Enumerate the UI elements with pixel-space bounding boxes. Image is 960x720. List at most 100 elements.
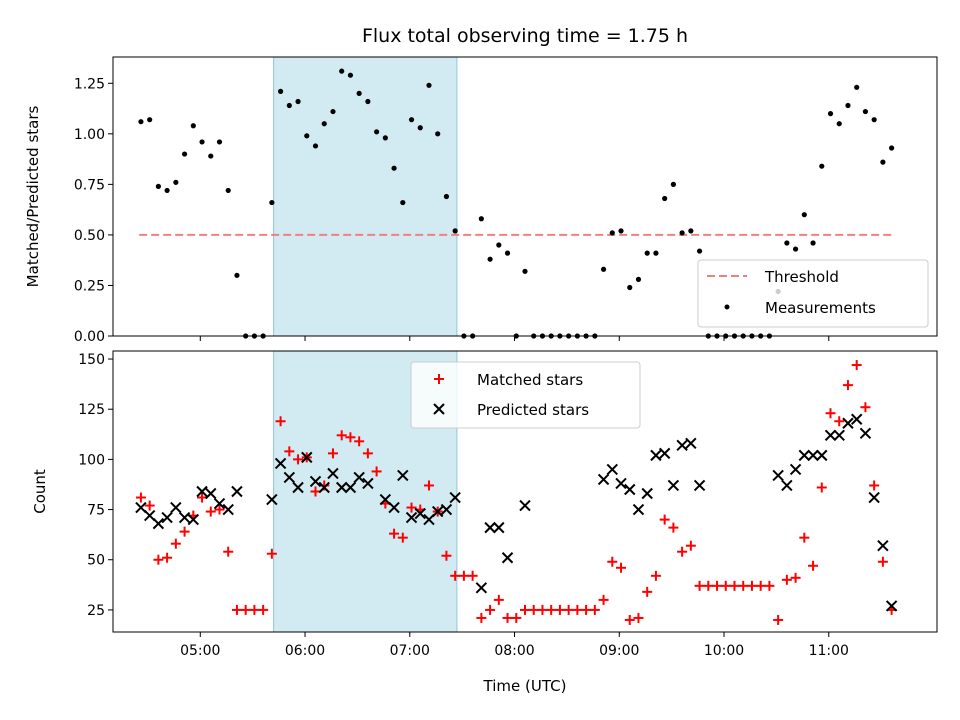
predicted-star-point — [493, 521, 505, 534]
matched-star-point — [755, 580, 766, 591]
predicted-star-point — [615, 477, 627, 490]
matched-star-point — [842, 380, 853, 391]
predicted-star-point — [685, 437, 697, 450]
legend-measurements-swatch — [724, 304, 730, 310]
measurement-point — [670, 181, 676, 187]
matched-star-point — [502, 612, 513, 623]
measurement-point — [391, 165, 397, 171]
matched-star-point — [799, 532, 810, 543]
matched-star-point — [205, 506, 216, 517]
measurement-point — [277, 88, 284, 94]
matched-star-point — [607, 556, 618, 567]
matched-star-point — [563, 604, 574, 615]
matched-star-point — [703, 580, 714, 591]
bottom-y-tick-label: 150 — [78, 352, 105, 368]
matched-star-point — [685, 540, 696, 551]
matched-star-point — [633, 612, 644, 623]
matched-star-point — [362, 448, 373, 459]
measurement-point — [225, 187, 231, 194]
predicted-star-point — [161, 511, 173, 524]
predicted-star-point — [414, 507, 426, 520]
measurement-point — [880, 159, 886, 165]
measurement-point — [304, 133, 310, 139]
matched-star-point — [327, 448, 338, 459]
predicted-star-point — [318, 481, 330, 494]
measurement-point — [234, 272, 240, 278]
measurement-point — [662, 195, 668, 202]
predicted-star-point — [388, 501, 400, 514]
matched-star-point — [729, 580, 740, 591]
predicted-star-point — [877, 539, 889, 552]
bottom-y-tick-label: 125 — [78, 402, 105, 418]
predicted-star-point — [327, 467, 339, 480]
measurement-point — [836, 121, 842, 127]
matched-star-point — [170, 538, 181, 549]
measurement-point — [653, 250, 659, 256]
bottom-axes-frame — [112, 350, 938, 633]
top-y-tick-label: 0.25 — [74, 278, 105, 294]
measurement-point — [400, 199, 406, 206]
bottom-y-tick-label: 75 — [87, 503, 105, 519]
measurement-point — [190, 123, 196, 129]
matched-star-point — [240, 604, 251, 615]
measurement-point — [862, 108, 869, 115]
predicted-star-point — [213, 497, 226, 510]
matched-star-point — [354, 436, 365, 447]
matched-star-point — [397, 532, 408, 543]
matched-star-point — [450, 570, 461, 581]
matched-star-point — [275, 416, 286, 427]
measurement-point — [627, 284, 633, 291]
predicted-star-point — [650, 449, 662, 462]
measurement-point — [408, 117, 415, 123]
measurement-point — [819, 163, 825, 169]
matched-star-point — [336, 430, 347, 441]
measurement-point — [164, 187, 170, 194]
predicted-star-point — [807, 449, 819, 462]
matched-star-point — [746, 580, 757, 591]
predicted-star-point — [449, 491, 461, 504]
matched-star-point — [406, 502, 417, 513]
matched-star-point — [668, 522, 679, 533]
predicted-star-point — [178, 511, 191, 524]
measurement-point — [321, 121, 327, 127]
bottom-x-tick-label: 08:00 — [494, 643, 534, 659]
top-legend: Threshold Measurements — [697, 259, 929, 328]
measurement-point — [478, 216, 484, 222]
measurement-point — [854, 84, 860, 90]
predicted-star-point — [885, 600, 898, 612]
measurement-point — [792, 246, 799, 252]
measurement-point — [199, 139, 205, 145]
measurement-point — [173, 179, 179, 185]
top-span-rect — [273, 56, 458, 337]
matched-star-point — [773, 614, 784, 625]
measurement-point — [504, 250, 511, 256]
predicted-star-point — [353, 471, 365, 484]
measurement-point — [339, 68, 345, 74]
bottom-y-tick-label: 25 — [87, 603, 105, 619]
matched-star-point — [834, 416, 845, 427]
predicted-stars-points — [135, 413, 898, 612]
legend-matched-swatch — [434, 374, 444, 384]
predicted-star-point — [152, 517, 165, 530]
bottom-x-ticks: 05:00 06:00 07:00 08:00 09:00 10:00 11:00 — [180, 632, 849, 659]
matched-star-point — [485, 604, 496, 615]
predicted-star-point — [362, 477, 374, 490]
measurement-point — [347, 72, 354, 78]
measurement-point — [487, 256, 493, 262]
matched-star-point — [144, 500, 155, 511]
predicted-star-point — [606, 463, 618, 476]
predicted-star-point — [624, 483, 636, 496]
measurement-point — [330, 108, 336, 115]
measurement-point — [688, 228, 694, 234]
measurement-point — [600, 266, 607, 272]
measurement-point — [827, 111, 834, 117]
predicted-star-point — [519, 499, 531, 512]
measurement-point — [382, 135, 388, 141]
matched-star-point — [493, 594, 504, 605]
bottom-x-tick-label: 09:00 — [599, 643, 639, 659]
matched-star-point — [694, 580, 705, 591]
measurement-point — [417, 125, 423, 131]
matched-star-point — [389, 528, 400, 539]
predicted-star-point — [859, 427, 872, 439]
